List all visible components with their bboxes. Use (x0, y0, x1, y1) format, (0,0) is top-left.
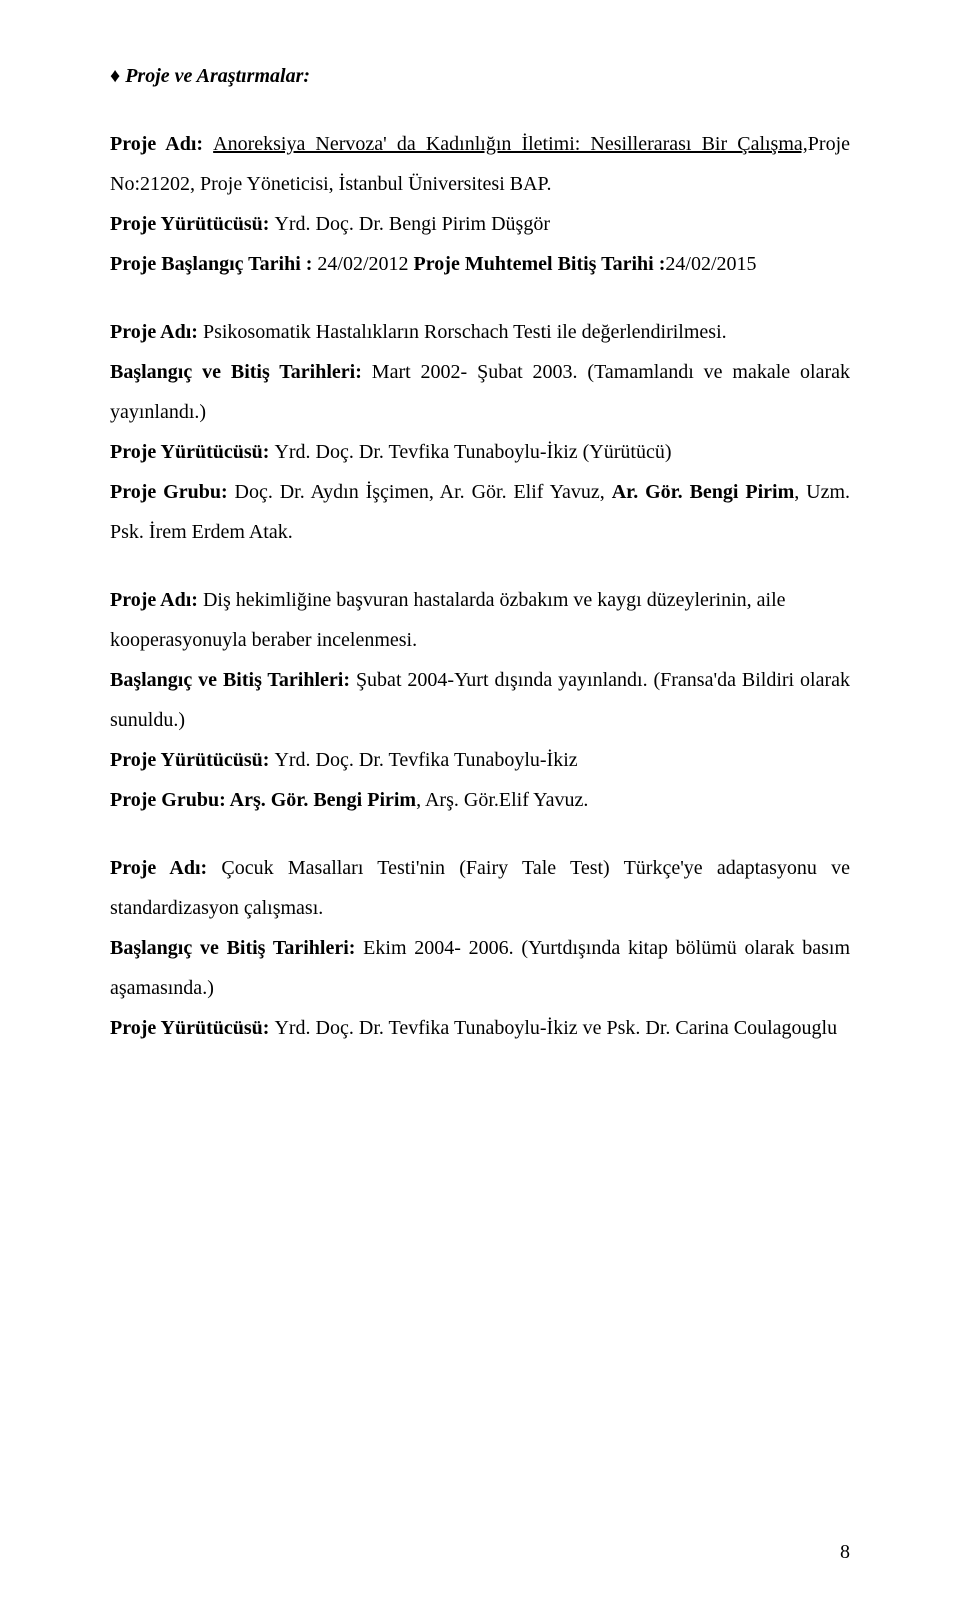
project-3-title-line-2: kooperasyonuyla beraber incelenmesi. (110, 620, 850, 660)
project-2-title: Psikosomatik Hastalıkların Rorschach Tes… (203, 321, 727, 343)
label-dates: Başlangıç ve Bitiş Tarihleri: (110, 937, 363, 959)
label-proje-adi: Proje Adı: (110, 857, 221, 879)
project-4-title-line: Proje Adı: Çocuk Masalları Testi'nin (Fa… (110, 848, 850, 928)
project-1-start: 24/02/2012 (317, 253, 413, 275)
section-heading: Proje ve Araştırmalar: (110, 56, 850, 96)
page-number: 8 (840, 1532, 850, 1572)
project-4-dates-line: Başlangıç ve Bitiş Tarihleri: Ekim 2004-… (110, 928, 850, 1008)
project-2-dates-line: Başlangıç ve Bitiş Tarihleri: Mart 2002-… (110, 352, 850, 432)
project-3-group: , Arş. Gör.Elif Yavuz. (416, 789, 588, 811)
project-2-group-line: Proje Grubu: Doç. Dr. Aydın İşçimen, Ar.… (110, 472, 850, 552)
label-yurutucusu: Proje Yürütücüsü: (110, 1017, 274, 1039)
project-block-3: Proje Adı: Diş hekimliğine başvuran hast… (110, 580, 850, 820)
project-1-end: 24/02/2015 (665, 253, 756, 275)
project-2-lead-line: Proje Yürütücüsü: Yrd. Doç. Dr. Tevfika … (110, 432, 850, 472)
project-1-dates-line: Proje Başlangıç Tarihi : 24/02/2012 Proj… (110, 244, 850, 284)
label-grubu: Proje Grubu: (110, 481, 235, 503)
label-grubu: Proje Grubu: Arş. Gör. Bengi Pirim (110, 789, 416, 811)
label-yurutucusu: Proje Yürütücüsü: (110, 213, 274, 235)
project-1-title-line: Proje Adı: Anoreksiya Nervoza' da Kadınl… (110, 124, 850, 204)
project-3-lead-line: Proje Yürütücüsü: Yrd. Doç. Dr. Tevfika … (110, 740, 850, 780)
project-3-dates-line: Başlangıç ve Bitiş Tarihleri: Şubat 2004… (110, 660, 850, 740)
project-1-title: Anoreksiya Nervoza' da Kadınlığın İletim… (213, 133, 808, 155)
project-4-lead: Yrd. Doç. Dr. Tevfika Tunaboylu-İkiz ve … (274, 1017, 837, 1039)
project-4-lead-line: Proje Yürütücüsü: Yrd. Doç. Dr. Tevfika … (110, 1008, 850, 1048)
project-3-title-line: Proje Adı: Diş hekimliğine başvuran hast… (110, 580, 850, 620)
label-end-date: Proje Muhtemel Bitiş Tarihi : (414, 253, 666, 275)
project-3-title-cont: kooperasyonuyla beraber incelenmesi. (110, 629, 417, 651)
label-proje-adi: Proje Adı: (110, 133, 213, 155)
label-proje-adi: Proje Adı: (110, 321, 203, 343)
project-4-title: Çocuk Masalları Testi'nin (Fairy Tale Te… (110, 857, 850, 919)
project-3-title: Diş hekimliğine başvuran hastalarda özba… (203, 589, 786, 611)
document-page: Proje ve Araştırmalar: Proje Adı: Anorek… (0, 0, 960, 1612)
project-block-1: Proje Adı: Anoreksiya Nervoza' da Kadınl… (110, 124, 850, 284)
project-block-2: Proje Adı: Psikosomatik Hastalıkların Ro… (110, 312, 850, 552)
project-2-group-b: Ar. Gör. Bengi Pirim (612, 481, 795, 503)
project-1-lead: Yrd. Doç. Dr. Bengi Pirim Düşgör (274, 213, 550, 235)
project-1-lead-line: Proje Yürütücüsü: Yrd. Doç. Dr. Bengi Pi… (110, 204, 850, 244)
label-dates: Başlangıç ve Bitiş Tarihleri: (110, 361, 372, 383)
label-start-date: Proje Başlangıç Tarihi : (110, 253, 317, 275)
label-proje-adi: Proje Adı: (110, 589, 203, 611)
project-3-group-line: Proje Grubu: Arş. Gör. Bengi Pirim, Arş.… (110, 780, 850, 820)
project-2-lead: Yrd. Doç. Dr. Tevfika Tunaboylu-İkiz (Yü… (274, 441, 671, 463)
label-yurutucusu: Proje Yürütücüsü: (110, 441, 274, 463)
project-2-title-line: Proje Adı: Psikosomatik Hastalıkların Ro… (110, 312, 850, 352)
project-2-group-a: Doç. Dr. Aydın İşçimen, Ar. Gör. Elif Ya… (235, 481, 612, 503)
label-dates: Başlangıç ve Bitiş Tarihleri: (110, 669, 356, 691)
project-block-4: Proje Adı: Çocuk Masalları Testi'nin (Fa… (110, 848, 850, 1048)
label-yurutucusu: Proje Yürütücüsü: (110, 749, 274, 771)
project-3-lead: Yrd. Doç. Dr. Tevfika Tunaboylu-İkiz (274, 749, 577, 771)
